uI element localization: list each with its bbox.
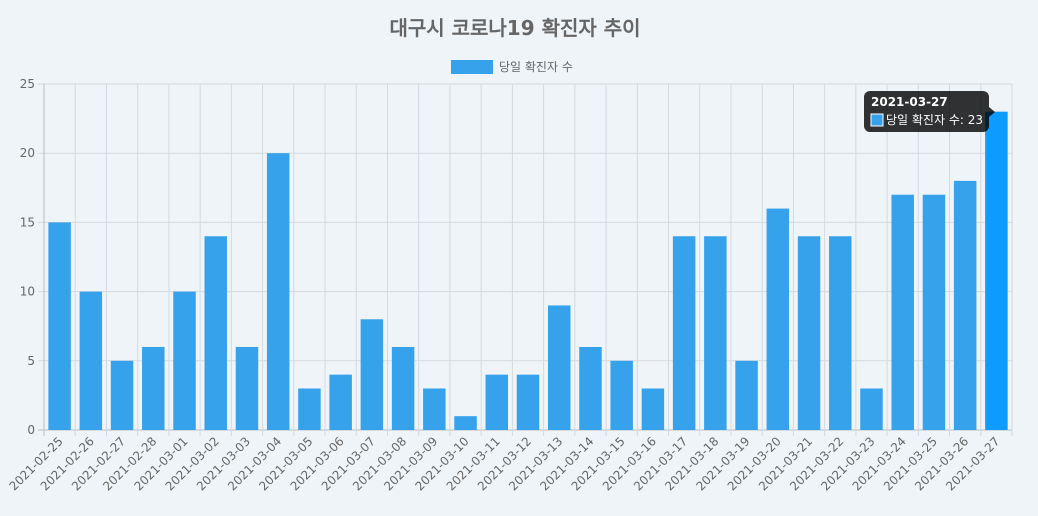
bar-2021-03-03[interactable] [235, 346, 259, 430]
legend-label[interactable]: 당일 확진자 수 [499, 60, 573, 74]
bar-2021-03-04[interactable] [266, 153, 290, 430]
bar-2021-03-01[interactable] [173, 291, 196, 430]
grid [38, 83, 1013, 436]
bar-2021-03-19[interactable] [735, 360, 758, 430]
bar-2021-03-16[interactable] [641, 388, 665, 430]
bar-2021-03-08[interactable] [391, 346, 415, 430]
bars [48, 111, 1008, 431]
bar-2021-03-25[interactable] [922, 194, 946, 430]
tooltip-background [864, 91, 989, 132]
bar-2021-03-10[interactable] [454, 416, 477, 430]
y-tick-label: 10 [20, 285, 35, 299]
y-tick-label: 0 [27, 423, 35, 437]
bar-2021-02-26[interactable] [79, 291, 103, 430]
bar-2021-03-15[interactable] [610, 360, 633, 430]
bar-2021-03-02[interactable] [204, 236, 227, 430]
bar-2021-02-27[interactable] [110, 360, 134, 430]
bar-2021-03-18[interactable] [704, 236, 727, 430]
tooltip-label: 당일 확진자 수: 23 [886, 113, 983, 127]
tooltip: 2021-03-27 당일 확진자 수: 23 [864, 91, 995, 132]
bar-2021-03-24[interactable] [891, 194, 914, 430]
bar-2021-03-07[interactable] [360, 319, 384, 430]
bar-2021-03-09[interactable] [423, 388, 446, 430]
bar-2021-03-23[interactable] [860, 388, 883, 430]
tooltip-title: 2021-03-27 [871, 95, 948, 109]
y-tick-label: 15 [20, 215, 35, 229]
bar-2021-03-12[interactable] [516, 374, 540, 430]
y-tick-label: 5 [27, 354, 35, 368]
tooltip-caret [989, 107, 995, 117]
bar-2021-02-25[interactable] [48, 222, 71, 430]
legend[interactable]: 당일 확진자 수 [451, 60, 573, 74]
chart-title: 대구시 코로나19 확진자 추이 [389, 16, 640, 40]
legend-swatch[interactable] [451, 60, 493, 74]
bar-2021-03-21[interactable] [797, 236, 821, 430]
y-axis: 0 5 10 15 20 25 [20, 77, 35, 437]
bar-2021-03-26[interactable] [953, 180, 977, 430]
x-axis: 2021-02-252021-02-262021-02-272021-02-28… [7, 434, 1003, 493]
y-tick-label: 20 [20, 146, 35, 160]
bar-2021-03-27[interactable] [985, 111, 1008, 431]
bar-2021-03-05[interactable] [298, 388, 321, 430]
bar-2021-03-20[interactable] [766, 208, 790, 430]
bar-2021-03-11[interactable] [485, 374, 509, 430]
bar-2021-03-06[interactable] [329, 374, 352, 430]
bar-2021-03-22[interactable] [829, 236, 852, 430]
bar-2021-03-14[interactable] [579, 346, 602, 430]
tooltip-swatch [870, 113, 884, 127]
y-tick-label: 25 [20, 77, 35, 91]
bar-2021-03-17[interactable] [672, 236, 696, 430]
bar-2021-03-13[interactable] [547, 305, 571, 430]
bar-2021-02-28[interactable] [142, 346, 165, 430]
